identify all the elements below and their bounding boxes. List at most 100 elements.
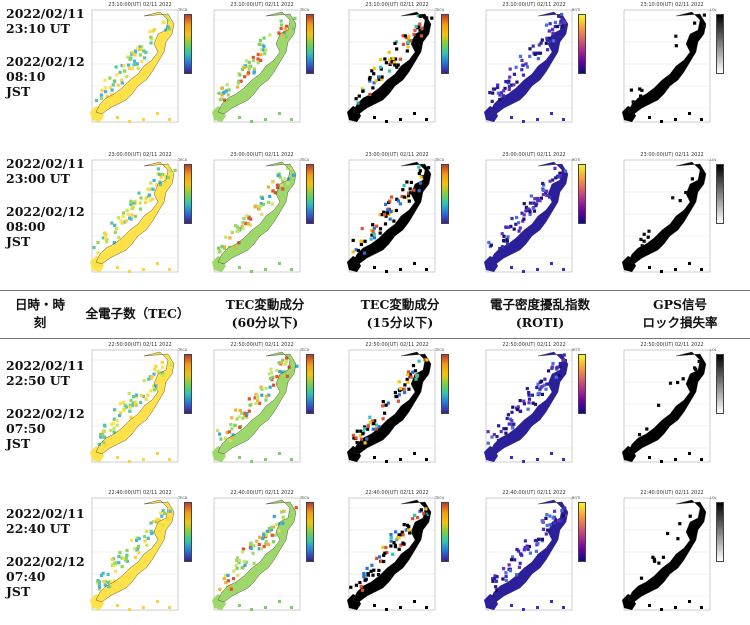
map-panel-lol: 23:10:00(UT) 02/11 2022 LOL <box>618 2 726 130</box>
map-panel-roti: 22:50:00(UT) 02/11 2022 ROTI <box>480 342 588 470</box>
row-ut-time: 2022/02/11 23:00 UT <box>6 156 85 186</box>
map-timestamp: 23:10:00(UT) 02/11 2022 <box>108 2 172 8</box>
map-timestamp: 22:40:00(UT) 02/11 2022 <box>640 490 704 496</box>
map-timestamp: 23:00:00(UT) 02/11 2022 <box>230 152 294 158</box>
map-timestamp: 23:10:00(UT) 02/11 2022 <box>640 2 704 8</box>
colorbar <box>306 164 314 224</box>
japan-map <box>347 159 436 273</box>
row-ut-time: 2022/02/11 22:40 UT <box>6 506 85 536</box>
colorbar <box>578 502 586 562</box>
colorbar-unit: ROTI <box>572 158 581 162</box>
header-tec: 全電子数（TEC） <box>85 306 190 321</box>
map-panel-tec: 22:40:00(UT) 02/11 2022 TECU <box>86 490 194 618</box>
colorbar <box>184 502 192 562</box>
colorbar-unit: LOL <box>710 158 717 162</box>
japan-map <box>212 497 301 611</box>
map-panel-dtec15: 23:10:00(UT) 02/11 2022 TECU <box>343 2 451 130</box>
colorbar <box>184 14 192 74</box>
colorbar <box>716 354 724 414</box>
colorbar-unit: TECU <box>178 8 188 12</box>
row-jst-time: 2022/02/12 08:10 JST <box>6 54 85 99</box>
header-lol: GPS信号 ロック損失率 <box>642 297 718 330</box>
colorbar-unit: ROTI <box>572 8 581 12</box>
colorbar-unit: LOL <box>710 496 717 500</box>
japan-map <box>212 349 301 463</box>
japan-map <box>212 9 301 123</box>
japan-map <box>484 497 573 611</box>
map-timestamp: 22:50:00(UT) 02/11 2022 <box>640 342 704 348</box>
map-panel-dtec15: 22:50:00(UT) 02/11 2022 TECU <box>343 342 451 470</box>
map-timestamp: 23:10:00(UT) 02/11 2022 <box>230 2 294 8</box>
colorbar-unit: TECU <box>435 158 445 162</box>
header-datetime: 日時・時 刻 <box>14 297 65 330</box>
map-panel-tec: 23:10:00(UT) 02/11 2022 TECU <box>86 2 194 130</box>
map-timestamp: 22:40:00(UT) 02/11 2022 <box>365 490 429 496</box>
header-dtec60: TEC変動成分 (60分以下) <box>225 297 305 330</box>
colorbar <box>441 354 449 414</box>
header-dtec15: TEC変動成分 (15分以下) <box>360 297 440 330</box>
map-panel-lol: 22:50:00(UT) 02/11 2022 LOL <box>618 342 726 470</box>
colorbar <box>716 502 724 562</box>
map-panel-roti: 23:00:00(UT) 02/11 2022 ROTI <box>480 152 588 280</box>
map-panel-dtec15: 22:40:00(UT) 02/11 2022 TECU <box>343 490 451 618</box>
row-label-4: 2022/02/11 22:40 UT 2022/02/12 07:40 JST <box>6 506 86 599</box>
map-panel-dtec60: 23:00:00(UT) 02/11 2022 TECU <box>208 152 316 280</box>
japan-map <box>347 497 436 611</box>
japan-map <box>90 9 179 123</box>
colorbar-unit: TECU <box>178 348 188 352</box>
map-timestamp: 22:40:00(UT) 02/11 2022 <box>502 490 566 496</box>
row-ut-time: 2022/02/11 23:10 UT <box>6 6 85 36</box>
map-panel-dtec60: 22:50:00(UT) 02/11 2022 TECU <box>208 342 316 470</box>
japan-map <box>347 349 436 463</box>
colorbar <box>306 14 314 74</box>
row-jst-time: 2022/02/12 07:50 JST <box>6 406 85 451</box>
header-bottom-divider <box>0 338 750 339</box>
map-timestamp: 23:10:00(UT) 02/11 2022 <box>502 2 566 8</box>
japan-map <box>484 9 573 123</box>
colorbar <box>578 14 586 74</box>
map-timestamp: 23:00:00(UT) 02/11 2022 <box>640 152 704 158</box>
colorbar <box>578 354 586 414</box>
map-timestamp: 23:00:00(UT) 02/11 2022 <box>502 152 566 158</box>
header-top-divider <box>0 290 750 291</box>
colorbar-unit: TECU <box>435 8 445 12</box>
colorbar-unit: LOL <box>710 8 717 12</box>
japan-map <box>347 9 436 123</box>
colorbar-unit: TECU <box>178 158 188 162</box>
map-timestamp: 22:50:00(UT) 02/11 2022 <box>230 342 294 348</box>
colorbar <box>716 14 724 74</box>
map-timestamp: 22:50:00(UT) 02/11 2022 <box>502 342 566 348</box>
colorbar-unit: TECU <box>435 496 445 500</box>
map-panel-dtec60: 23:10:00(UT) 02/11 2022 TECU <box>208 2 316 130</box>
colorbar <box>306 502 314 562</box>
map-panel-lol: 23:00:00(UT) 02/11 2022 LOL <box>618 152 726 280</box>
map-timestamp: 22:40:00(UT) 02/11 2022 <box>108 490 172 496</box>
map-timestamp: 22:50:00(UT) 02/11 2022 <box>108 342 172 348</box>
colorbar-unit: ROTI <box>572 496 581 500</box>
japan-map <box>90 159 179 273</box>
colorbar-unit: ROTI <box>572 348 581 352</box>
colorbar <box>716 164 724 224</box>
japan-map <box>622 349 711 463</box>
map-panel-tec: 23:00:00(UT) 02/11 2022 TECU <box>86 152 194 280</box>
header-roti: 電子密度擾乱指数 (ROTI) <box>489 297 590 330</box>
japan-map <box>484 349 573 463</box>
map-panel-roti: 22:40:00(UT) 02/11 2022 ROTI <box>480 490 588 618</box>
colorbar <box>184 164 192 224</box>
map-timestamp: 23:10:00(UT) 02/11 2022 <box>365 2 429 8</box>
colorbar-unit: TECU <box>435 348 445 352</box>
japan-map <box>622 9 711 123</box>
colorbar-unit: TECU <box>300 8 310 12</box>
map-timestamp: 22:40:00(UT) 02/11 2022 <box>230 490 294 496</box>
colorbar-unit: TECU <box>178 496 188 500</box>
colorbar-unit: LOL <box>710 348 717 352</box>
colorbar <box>441 502 449 562</box>
map-panel-dtec60: 22:40:00(UT) 02/11 2022 TECU <box>208 490 316 618</box>
map-panel-dtec15: 23:00:00(UT) 02/11 2022 TECU <box>343 152 451 280</box>
colorbar <box>578 164 586 224</box>
row-label-1: 2022/02/11 23:10 UT 2022/02/12 08:10 JST <box>6 6 86 99</box>
map-timestamp: 23:00:00(UT) 02/11 2022 <box>365 152 429 158</box>
japan-map <box>622 159 711 273</box>
japan-map <box>622 497 711 611</box>
japan-map <box>484 159 573 273</box>
